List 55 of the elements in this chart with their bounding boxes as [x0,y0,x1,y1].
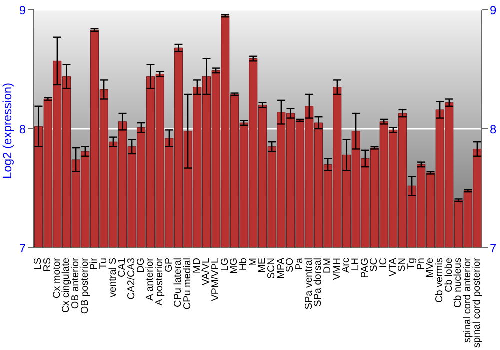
x-tick-label: Arc [341,258,352,273]
x-tick-label: SPa dorsal [313,258,324,307]
x-tick-label: Cb nucleus [453,258,464,308]
x-tick-label: SN [397,258,408,272]
x-tick-label: DG [136,258,147,273]
x-tick-label: CPu lateral [173,258,184,308]
y2-tick-label: 8 [490,122,497,136]
x-tick-label: PAG [360,258,371,278]
x-tick-label: spinal cord posterior [472,257,483,348]
x-tick-label: M [248,258,259,266]
x-tick-label: LH [350,258,362,271]
x-tick-label: SC [369,258,380,272]
x-tick-label: VMH [332,258,343,280]
x-tick-label: IC [378,258,390,268]
x-tick-label: LG [220,258,231,272]
y-tick-label: 8 [19,122,26,136]
x-tick-label: RS [42,258,54,272]
x-tick-label: Cx motor [52,257,63,299]
y-tick-label: 7 [19,241,26,256]
x-tick-label: CPu medial [182,258,194,310]
x-tick-label: MD [192,258,203,274]
x-tick-label: ventral S [108,258,119,298]
x-tick-label: A anterior [145,257,156,301]
x-tick-label: GP [164,258,175,272]
x-tick-label: SCN [266,258,278,280]
x-tick-label: MG [229,258,240,274]
x-tick-label: CA1 [117,258,128,278]
y2-tick-label: 9 [490,3,497,18]
y-tick-label: 9 [19,3,26,18]
x-tick-label: Pa [294,258,306,270]
x-tick-label: VTA [388,258,399,277]
x-tick-label: Tu [98,258,110,270]
x-tick-label: LS [33,258,44,270]
x-tick-label: Cb vermis [434,258,446,304]
x-tick-label: Cb lobe [444,258,455,292]
y2-tick-label: 7 [490,241,497,256]
x-tick-label: MVe [425,258,436,278]
x-tick-label: MPA [276,258,287,279]
x-tick-label: SPa ventral [304,258,315,310]
x-tick-label: spinal cord anterior [462,257,474,344]
x-tick-label: DM [322,258,334,274]
x-tick-label: OB anterior [70,257,82,310]
x-tick-label: Pir [89,257,100,270]
x-tick-label: VA/VL [201,258,212,286]
x-tick-label: A posterior [154,257,166,306]
x-tick-label: VPM/VPL [210,258,222,302]
x-tick-label: Tg [406,258,418,270]
x-tick-label: Cx cingulate [61,258,72,314]
x-tick-label: SO [285,258,296,272]
x-tick-label: OB posterior [80,257,91,314]
x-tick-label: ME [257,258,268,273]
x-tick-label: Hb [238,258,250,271]
y-axis-title: Log2 (expression) [0,82,14,179]
x-tick-label: Pn [416,258,427,270]
x-tick-label: CA2/CA3 [126,258,138,300]
